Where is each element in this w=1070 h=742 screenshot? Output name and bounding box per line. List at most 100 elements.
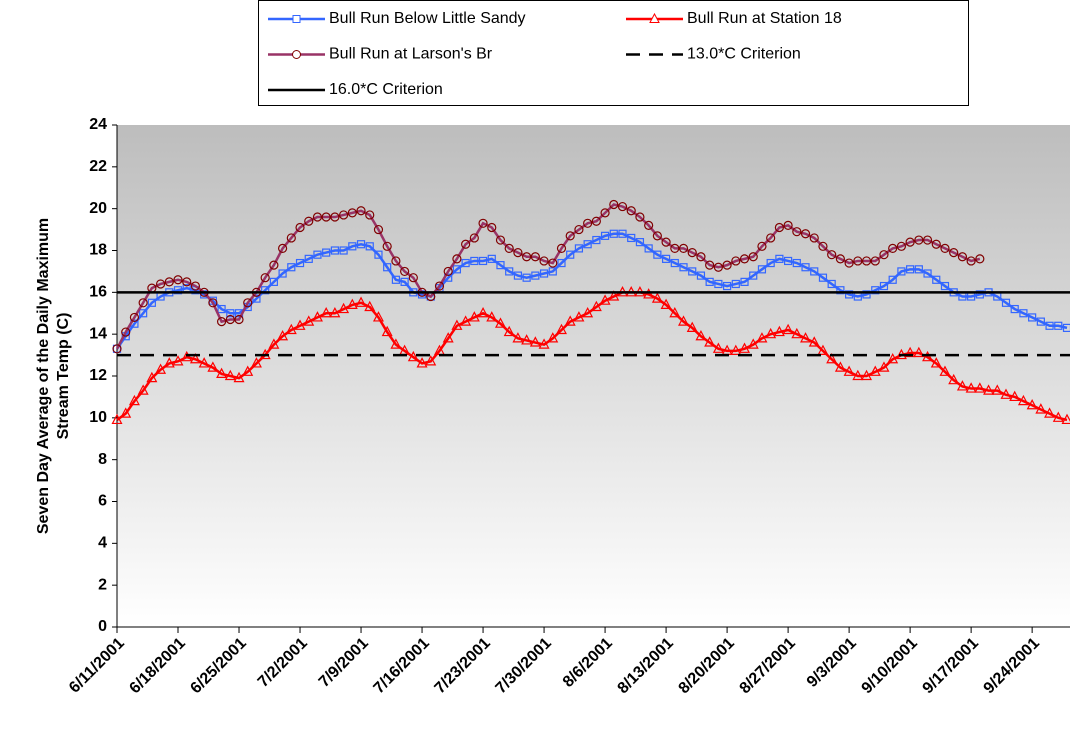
marker bbox=[416, 357, 428, 368]
marker bbox=[626, 206, 636, 216]
marker bbox=[1045, 321, 1054, 330]
marker bbox=[827, 279, 836, 289]
marker bbox=[189, 352, 201, 364]
marker bbox=[818, 241, 828, 251]
marker bbox=[836, 286, 845, 295]
x-tick-label: 7/16/2001 bbox=[370, 635, 432, 697]
marker bbox=[443, 266, 453, 277]
marker bbox=[784, 256, 793, 266]
marker bbox=[765, 327, 777, 339]
marker bbox=[224, 369, 236, 381]
marker bbox=[505, 267, 514, 276]
x-tick-label: 9/17/2001 bbox=[920, 635, 982, 697]
marker bbox=[599, 294, 611, 305]
marker bbox=[869, 365, 881, 376]
marker bbox=[705, 277, 714, 286]
marker bbox=[295, 222, 305, 233]
marker bbox=[539, 256, 549, 266]
marker bbox=[277, 329, 289, 341]
marker bbox=[468, 311, 480, 322]
marker bbox=[1017, 394, 1029, 406]
marker bbox=[862, 290, 871, 299]
x-tick-label: 8/13/2001 bbox=[615, 635, 677, 697]
marker bbox=[356, 206, 366, 216]
marker bbox=[888, 243, 898, 254]
marker bbox=[1009, 390, 1021, 402]
marker bbox=[914, 235, 924, 245]
marker bbox=[216, 317, 227, 327]
legend-marker bbox=[292, 15, 301, 23]
marker bbox=[1010, 304, 1019, 314]
marker bbox=[434, 281, 445, 291]
marker bbox=[408, 273, 418, 283]
legend-label: Bull Run at Larson's Br bbox=[329, 46, 493, 63]
marker bbox=[1054, 321, 1063, 330]
marker bbox=[538, 338, 550, 349]
x-tick-label: 6/11/2001 bbox=[66, 635, 128, 697]
x-tick-label: 6/25/2001 bbox=[187, 635, 249, 697]
marker bbox=[1036, 317, 1045, 326]
marker bbox=[653, 250, 662, 259]
marker bbox=[627, 233, 636, 243]
marker bbox=[834, 361, 846, 372]
marker bbox=[608, 290, 620, 301]
marker bbox=[766, 233, 776, 243]
y-tick-label: 22 bbox=[89, 158, 107, 175]
marker bbox=[478, 256, 488, 266]
marker bbox=[121, 327, 131, 337]
marker bbox=[906, 265, 915, 274]
marker bbox=[635, 238, 645, 247]
marker bbox=[975, 254, 985, 264]
marker bbox=[173, 275, 183, 285]
marker bbox=[844, 258, 854, 268]
x-tick-label: 7/30/2001 bbox=[493, 635, 555, 697]
marker bbox=[635, 212, 645, 222]
marker bbox=[207, 361, 219, 372]
marker bbox=[304, 254, 313, 263]
marker bbox=[991, 384, 1003, 395]
marker bbox=[1062, 323, 1070, 332]
marker bbox=[923, 269, 932, 278]
y-axis-label: Seven Day Average of the Daily Maximum S… bbox=[35, 218, 72, 534]
marker bbox=[792, 258, 801, 268]
marker bbox=[582, 306, 594, 318]
marker bbox=[678, 315, 690, 326]
marker bbox=[164, 277, 174, 287]
marker bbox=[913, 346, 925, 358]
marker bbox=[731, 256, 741, 266]
marker bbox=[713, 262, 723, 272]
marker bbox=[756, 332, 768, 343]
marker bbox=[226, 309, 235, 318]
marker bbox=[660, 298, 672, 309]
marker bbox=[817, 344, 829, 355]
marker bbox=[146, 371, 158, 383]
marker bbox=[904, 346, 916, 358]
marker bbox=[147, 298, 156, 307]
y-tick-label: 14 bbox=[89, 325, 107, 342]
plot-area bbox=[117, 125, 1070, 627]
marker bbox=[529, 336, 541, 347]
marker bbox=[373, 224, 384, 235]
marker bbox=[155, 363, 167, 374]
marker bbox=[897, 267, 906, 276]
marker bbox=[618, 229, 627, 238]
marker bbox=[487, 254, 496, 263]
marker bbox=[983, 384, 995, 395]
x-tick-label: 9/3/2001 bbox=[804, 635, 860, 691]
marker bbox=[809, 233, 819, 243]
marker bbox=[198, 357, 210, 368]
marker bbox=[931, 239, 941, 249]
marker bbox=[400, 277, 409, 286]
legend-label: Bull Run at Station 18 bbox=[687, 10, 842, 27]
marker bbox=[704, 336, 716, 347]
marker bbox=[112, 344, 122, 354]
marker bbox=[139, 309, 148, 318]
x-tick-label: 7/2/2001 bbox=[255, 635, 311, 691]
x-tick-label: 9/24/2001 bbox=[981, 635, 1043, 697]
marker bbox=[451, 319, 463, 330]
marker bbox=[852, 369, 864, 381]
marker bbox=[547, 332, 559, 343]
marker bbox=[261, 286, 270, 295]
y-axis-label-line: Stream Temp (C) bbox=[55, 313, 72, 440]
marker bbox=[521, 334, 533, 345]
